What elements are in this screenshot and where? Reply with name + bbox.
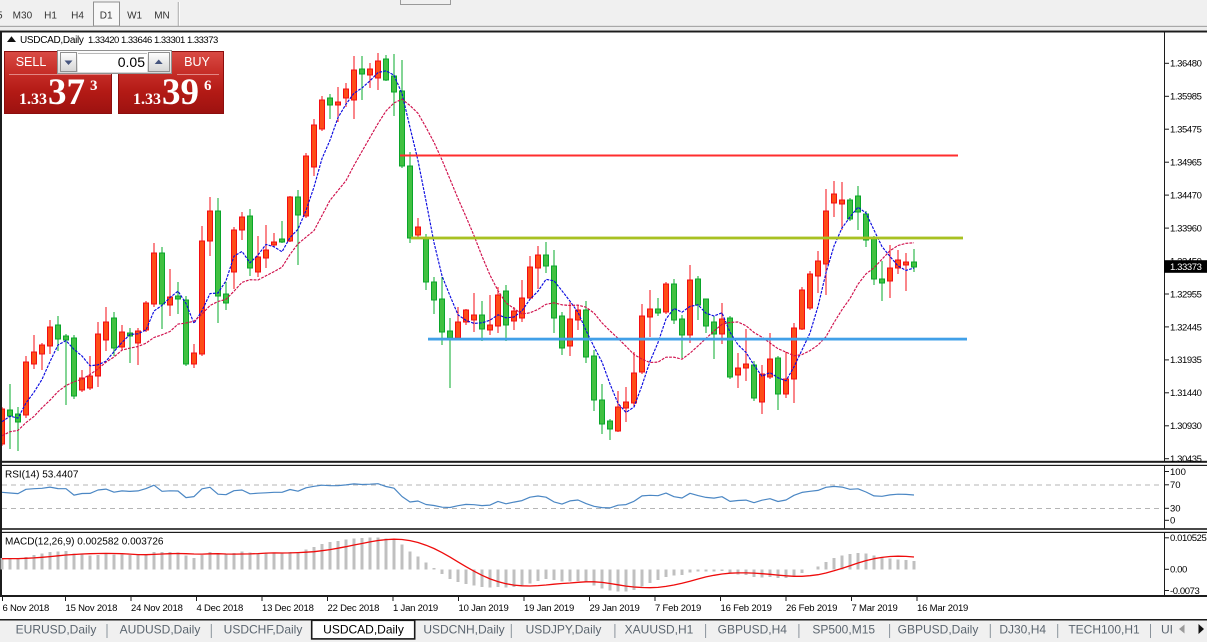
svg-text:16 Mar 2019: 16 Mar 2019 bbox=[917, 603, 968, 614]
svg-text:1.34965: 1.34965 bbox=[1170, 158, 1202, 169]
svg-text:26 Feb 2019: 26 Feb 2019 bbox=[786, 603, 837, 614]
svg-text:1.36480: 1.36480 bbox=[1170, 59, 1202, 70]
svg-text:22 Dec 2018: 22 Dec 2018 bbox=[328, 603, 380, 614]
svg-text:W1: W1 bbox=[127, 11, 142, 22]
svg-text:10 Jan 2019: 10 Jan 2019 bbox=[459, 603, 509, 614]
svg-text:H1: H1 bbox=[44, 11, 57, 22]
svg-text:D1: D1 bbox=[100, 11, 113, 22]
svg-text:1.30435: 1.30435 bbox=[1170, 454, 1202, 465]
svg-text:1.33420 1.33646 1.33301 1.3337: 1.33420 1.33646 1.33301 1.33373 bbox=[88, 35, 218, 46]
svg-text:USDCAD,Daily: USDCAD,Daily bbox=[323, 623, 404, 637]
svg-text:H4: H4 bbox=[71, 11, 84, 22]
svg-text:70: 70 bbox=[1170, 480, 1181, 491]
svg-text:4 Dec 2018: 4 Dec 2018 bbox=[197, 603, 244, 614]
svg-text:30: 30 bbox=[1170, 504, 1181, 515]
svg-text:M30: M30 bbox=[13, 11, 33, 22]
svg-text:7 Mar 2019: 7 Mar 2019 bbox=[852, 603, 898, 614]
svg-text:0: 0 bbox=[1170, 516, 1175, 527]
svg-text:6 Nov 2018: 6 Nov 2018 bbox=[3, 603, 50, 614]
svg-text:XAUUSD,H1: XAUUSD,H1 bbox=[625, 623, 694, 637]
svg-text:USDJPY,Daily: USDJPY,Daily bbox=[526, 623, 602, 637]
svg-text:GBPUSD,Daily: GBPUSD,Daily bbox=[898, 623, 979, 637]
svg-text:19 Jan 2019: 19 Jan 2019 bbox=[524, 603, 574, 614]
svg-text:AUDUSD,Daily: AUDUSD,Daily bbox=[120, 623, 201, 637]
svg-text:0.010525: 0.010525 bbox=[1170, 533, 1207, 544]
svg-text:SP500,M15: SP500,M15 bbox=[812, 623, 875, 637]
svg-text:16 Feb 2019: 16 Feb 2019 bbox=[721, 603, 772, 614]
svg-text:24 Nov 2018: 24 Nov 2018 bbox=[131, 603, 183, 614]
svg-text:1 Jan 2019: 1 Jan 2019 bbox=[393, 603, 438, 614]
svg-text:15 Nov 2018: 15 Nov 2018 bbox=[66, 603, 118, 614]
svg-text:MACD(12,26,9) 0.002582 0.00372: MACD(12,26,9) 0.002582 0.003726 bbox=[5, 537, 164, 548]
svg-text:-0.0073: -0.0073 bbox=[1170, 586, 1200, 597]
svg-text:1.34470: 1.34470 bbox=[1170, 191, 1202, 202]
svg-text:5: 5 bbox=[0, 11, 3, 22]
svg-text:1.31935: 1.31935 bbox=[1170, 355, 1202, 366]
svg-text:1.31440: 1.31440 bbox=[1170, 388, 1202, 399]
svg-text:1.32955: 1.32955 bbox=[1170, 289, 1202, 300]
svg-text:100: 100 bbox=[1170, 467, 1186, 478]
svg-text:1.33960: 1.33960 bbox=[1170, 224, 1202, 235]
svg-text:1.35985: 1.35985 bbox=[1170, 92, 1202, 103]
svg-text:0.00: 0.00 bbox=[1170, 565, 1187, 576]
svg-text:7 Feb 2019: 7 Feb 2019 bbox=[655, 603, 701, 614]
svg-text:DJ30,H4: DJ30,H4 bbox=[999, 623, 1046, 637]
svg-text:USDCAD,Daily: USDCAD,Daily bbox=[20, 35, 84, 46]
svg-text:EURUSD,Daily: EURUSD,Daily bbox=[16, 623, 97, 637]
svg-text:RSI(14) 53.4407: RSI(14) 53.4407 bbox=[5, 470, 79, 481]
svg-text:13 Dec 2018: 13 Dec 2018 bbox=[262, 603, 314, 614]
svg-text:1.32445: 1.32445 bbox=[1170, 322, 1202, 333]
svg-text:USDCNH,Daily: USDCNH,Daily bbox=[423, 623, 504, 637]
svg-text:1.30930: 1.30930 bbox=[1170, 421, 1202, 432]
svg-text:TECH100,H1: TECH100,H1 bbox=[1068, 623, 1140, 637]
svg-text:29 Jan 2019: 29 Jan 2019 bbox=[590, 603, 640, 614]
svg-text:UI: UI bbox=[1161, 623, 1173, 637]
svg-text:1.35475: 1.35475 bbox=[1170, 125, 1202, 136]
svg-text:MN: MN bbox=[154, 11, 170, 22]
svg-text:1.33373: 1.33373 bbox=[1170, 262, 1202, 273]
svg-text:USDCHF,Daily: USDCHF,Daily bbox=[224, 623, 303, 637]
svg-text:GBPUSD,H4: GBPUSD,H4 bbox=[718, 623, 788, 637]
